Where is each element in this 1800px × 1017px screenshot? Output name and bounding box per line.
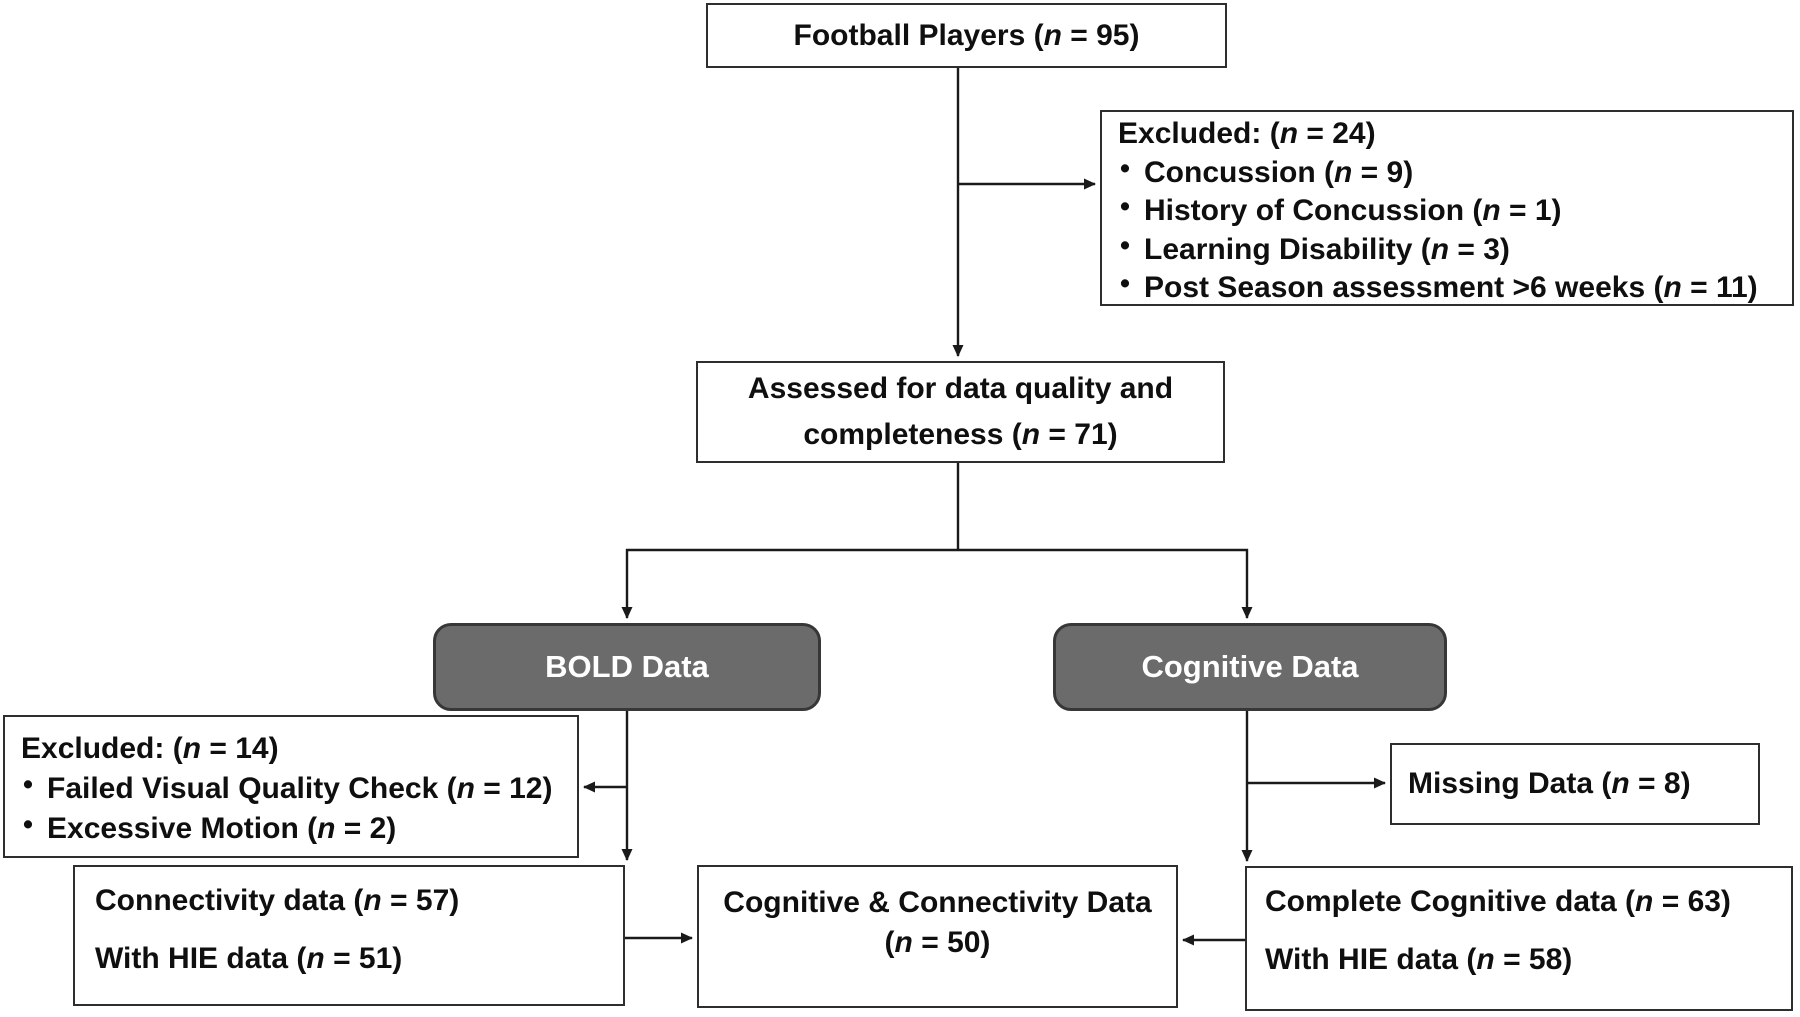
excluded-initial-list: Concussion (n = 9) History of Concussion… — [1118, 150, 1778, 308]
node-excluded-bold: Excluded: (n = 14) Failed Visual Quality… — [3, 715, 579, 858]
node-cognitive-data: Cognitive Data — [1053, 623, 1447, 711]
node-combined: Cognitive & Connectivity Data (n = 50) — [697, 865, 1178, 1008]
complete-cognitive-line2: With HIE data (n = 58) — [1265, 943, 1573, 976]
list-item: History of Concussion (n = 1) — [1118, 188, 1778, 231]
list-item: Excessive Motion (n = 2) — [21, 805, 565, 849]
bold-data-label: BOLD Data — [545, 649, 709, 684]
node-football-players: Football Players (n = 95) — [706, 3, 1227, 68]
missing-data-label: Missing Data (n = 8) — [1408, 767, 1691, 800]
excluded-initial-title: Excluded: (n = 24) — [1118, 117, 1376, 150]
excluded-bold-list: Failed Visual Quality Check (n = 12) Exc… — [21, 765, 565, 849]
node-missing-data: Missing Data (n = 8) — [1390, 743, 1760, 825]
connectivity-line1: Connectivity data (n = 57) — [95, 884, 460, 917]
combined-line2: (n = 50) — [884, 926, 991, 959]
list-item: Learning Disability (n = 3) — [1118, 227, 1778, 270]
excluded-bold-title: Excluded: (n = 14) — [21, 732, 279, 765]
assessed-line1: Assessed for data quality and — [747, 372, 1174, 405]
complete-cognitive-line1: Complete Cognitive data (n = 63) — [1265, 885, 1731, 918]
node-assessed: Assessed for data quality and completene… — [696, 361, 1225, 463]
assessed-line2: completeness (n = 71) — [803, 418, 1118, 451]
list-item: Post Season assessment >6 weeks (n = 11) — [1118, 265, 1778, 308]
node-football-players-label: Football Players (n = 95) — [793, 18, 1140, 52]
node-excluded-initial: Excluded: (n = 24) Concussion (n = 9) Hi… — [1100, 110, 1794, 306]
node-bold-data: BOLD Data — [433, 623, 821, 711]
cognitive-data-label: Cognitive Data — [1141, 649, 1359, 684]
list-item: Concussion (n = 9) — [1118, 150, 1778, 193]
connectivity-line2: With HIE data (n = 51) — [95, 942, 403, 975]
node-complete-cognitive: Complete Cognitive data (n = 63) With HI… — [1245, 866, 1793, 1011]
node-connectivity: Connectivity data (n = 57) With HIE data… — [73, 865, 625, 1006]
combined-line1: Cognitive & Connectivity Data — [723, 886, 1152, 919]
list-item: Failed Visual Quality Check (n = 12) — [21, 765, 565, 809]
